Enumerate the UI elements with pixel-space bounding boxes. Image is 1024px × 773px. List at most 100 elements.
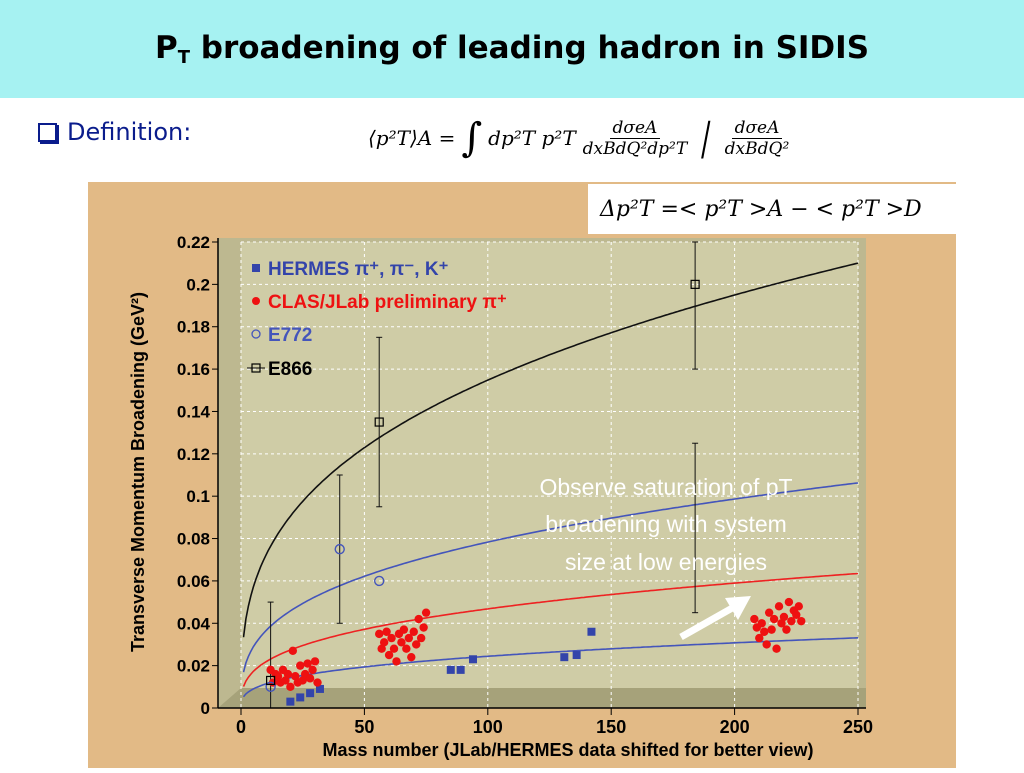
clas-point <box>382 627 391 636</box>
clas-point <box>412 640 421 649</box>
definition-label: Definition: <box>67 118 192 146</box>
clas-point <box>313 678 322 687</box>
plot-area <box>241 242 858 688</box>
clas-point <box>404 633 414 643</box>
legend-label: E772 <box>268 325 312 346</box>
clas-point <box>392 657 401 666</box>
formula-denominator-2: dxBdQ² <box>724 138 790 159</box>
y-axis-label: Transverse Momentum Broadening (GeV²) <box>128 292 148 652</box>
e866-point <box>374 417 384 427</box>
hermes-point <box>560 653 569 662</box>
legend-label: E866 <box>268 359 312 380</box>
formula-slash: / <box>701 111 711 165</box>
pt-broadening-chart: 0 0.02 0.04 0.06 0.08 0.1 0.12 0.14 0.16 0.18 0.2 0… <box>88 182 956 768</box>
clas-point <box>750 614 759 624</box>
annotation-arrow <box>679 596 751 641</box>
grid <box>240 241 859 709</box>
clas-point <box>379 638 389 647</box>
annotation-line: broadening with system <box>545 511 787 537</box>
fit-curve <box>244 263 859 637</box>
x-tick-label: 200 <box>720 717 750 737</box>
clas-point <box>389 644 399 653</box>
clas-point <box>416 633 426 643</box>
y-tick-label: 0.04 <box>177 614 211 633</box>
saturation-annotation: Observe saturation of pT broadening with … <box>539 474 792 575</box>
y-tick-label: 0.12 <box>177 445 210 464</box>
clas-point <box>772 644 781 653</box>
x-tick-label: 250 <box>843 717 873 737</box>
error-bars <box>267 241 699 709</box>
clas-point <box>762 640 771 649</box>
clas-point <box>755 633 764 643</box>
formula-numerator-2: dσeA <box>731 118 783 139</box>
formula-integral: ∫ <box>461 115 483 161</box>
clas-point <box>777 619 786 628</box>
clas-point <box>397 638 406 647</box>
clas-point <box>291 672 300 681</box>
delta-pt-formula-box: Δp²T =< p²T >A − < p²T >D <box>588 184 956 234</box>
clas-point <box>419 623 428 632</box>
hermes-point <box>446 665 455 674</box>
y-tick-label: 0.02 <box>177 657 210 676</box>
slide-title: PT broadening of leading hadron in SIDIS <box>155 30 869 68</box>
y-tick-label: 0 <box>201 699 210 718</box>
x-tick-label: 50 <box>354 717 374 737</box>
legend-clas-icon <box>252 297 260 305</box>
clas-point <box>797 616 806 626</box>
e772-point <box>374 575 385 587</box>
delta-pt-formula: Δp²T =< p²T >A − < p²T >D <box>600 196 922 222</box>
clas-point <box>288 646 298 656</box>
legend-e866-icon <box>251 363 261 373</box>
clas-point <box>298 676 307 685</box>
clas-point <box>421 608 431 617</box>
legend: HERMES π⁺, π⁻, K⁺ CLAS/JLab preliminary π… <box>247 259 507 380</box>
clas-point <box>375 629 384 639</box>
clas-point <box>384 650 394 660</box>
clas-point <box>794 602 803 611</box>
e866-point <box>690 279 700 289</box>
clas-point <box>387 633 396 643</box>
formula-denominator-1: dxBdQ²dp²T <box>582 138 688 159</box>
e772-point <box>334 543 345 555</box>
checkbox-bullet-icon <box>38 122 57 142</box>
x-tick-label: 100 <box>473 717 503 737</box>
x-tick-label: 150 <box>596 717 626 737</box>
formula-numerator-1: dσeA <box>609 118 661 139</box>
y-tick-label: 0.1 <box>186 487 210 506</box>
chart-container: 0 0.02 0.04 0.06 0.08 0.1 0.12 0.14 0.16 0.18 0.2 0… <box>88 182 956 773</box>
hermes-point <box>286 697 295 706</box>
plot-frame-floor <box>218 688 866 708</box>
fit-curves <box>244 263 859 697</box>
legend-label: CLAS/JLab preliminary π⁺ <box>268 292 507 313</box>
formula-fraction-2: dσeA dxBdQ² <box>722 118 793 159</box>
hermes-point <box>456 665 465 674</box>
fit-curve <box>244 638 859 697</box>
hermes-point <box>587 627 596 636</box>
e866-point <box>266 675 276 686</box>
definition-formula: ⟨p²T⟩A = ∫ dp²T p²T dσeA dxBdQ²dp²T / dσ… <box>368 108 796 168</box>
annotation-line: Observe saturation of pT <box>539 474 792 500</box>
axis-ticks: 0 0.02 0.04 0.06 0.08 0.1 0.12 0.14 0.16 0.18 0.2 0… <box>177 233 873 737</box>
hermes-point <box>572 651 581 660</box>
clas-point <box>792 610 801 619</box>
x-axis-label: Mass number (JLab/HERMES data shifted fo… <box>322 740 813 760</box>
clas-point <box>407 652 416 662</box>
e772-point <box>265 681 276 693</box>
formula-integrand: dp²T p²T <box>488 126 576 150</box>
clas-point <box>787 616 796 626</box>
fit-curve <box>244 574 859 687</box>
clas-point <box>305 674 315 683</box>
legend-e772-icon <box>251 329 261 339</box>
hermes-point <box>468 655 477 664</box>
clas-point <box>402 644 411 653</box>
y-tick-label: 0.2 <box>186 275 210 294</box>
clas-point <box>779 612 789 622</box>
clas-point <box>286 682 295 692</box>
hermes-point <box>296 693 305 702</box>
data-markers <box>265 279 806 706</box>
title-main: P <box>154 30 178 66</box>
title-subscript: T <box>177 47 190 68</box>
clas-point <box>377 644 386 653</box>
title-bar: PT broadening of leading hadron in SIDIS <box>0 0 1024 98</box>
definition-bullet: Definition: <box>38 118 191 146</box>
